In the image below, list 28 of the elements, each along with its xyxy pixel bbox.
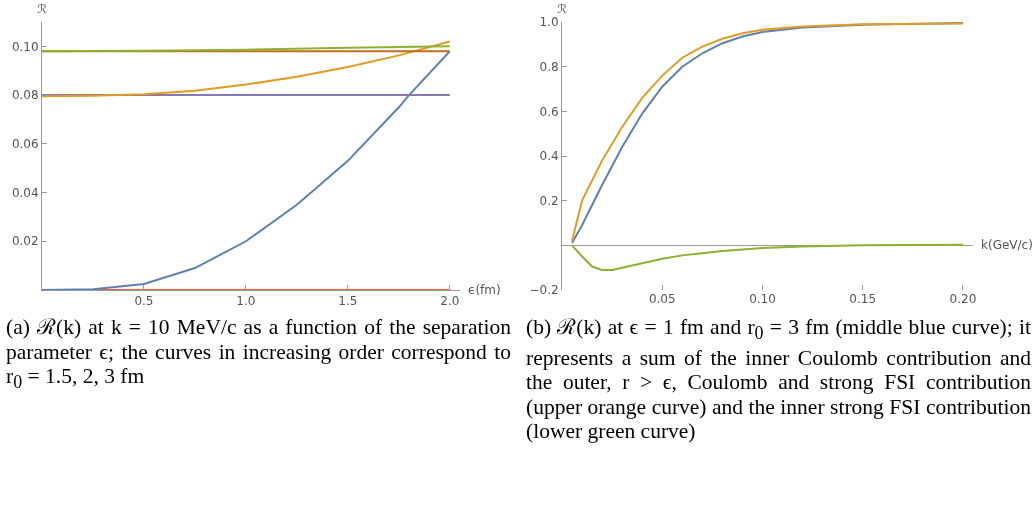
x-tick-label: 1.0 <box>236 294 256 309</box>
y-tick-label: 0.6 <box>539 104 559 119</box>
x-tick-label: 2.0 <box>440 294 460 309</box>
x-tick-label: 0.10 <box>749 292 776 306</box>
x-tick-label: 0.20 <box>949 292 977 306</box>
x-axis-title: ϵ(fm) <box>468 283 501 297</box>
line-series <box>571 243 964 271</box>
line-series <box>42 40 451 98</box>
text: (b) ℛ(k) at ϵ = 1 fm and r$_{0}$ = 3 fm (middle blue curve); it represents a sum of the inner Coulomb contribution and the outer, r > ϵ, Coulomb and strong FSI contribution (upper orange curve) and the inner strong FSI contribution (lower green curve) <box>526 315 1031 444</box>
y-tick-label: 0.4 <box>539 149 559 164</box>
y-tick-label: 0.8 <box>539 59 559 74</box>
y-tick-label: 0.06 <box>11 137 39 152</box>
y-axis-title: ℛ <box>557 2 567 16</box>
x-tick-label: 0.05 <box>648 292 676 306</box>
y-tick-label: 0.08 <box>11 88 39 103</box>
y-tick-label: −0.2 <box>529 283 559 298</box>
y-tick-label: 1.0 <box>539 15 559 30</box>
text: (a) ℛ(k) at k = 10 MeV/c as a function of the separation parameter ϵ; the curves in increasing order correspond to r$_{0}$ = 1.5, 2, 3 fm <box>6 315 511 395</box>
y-tick-label: 0.04 <box>11 185 39 200</box>
y-tick-label: 0.2 <box>539 193 559 208</box>
x-axis-title: k(GeV/c) <box>981 238 1033 252</box>
y-tick-label: 0.10 <box>11 39 39 54</box>
y-tick-label: 0.02 <box>11 234 39 249</box>
y-axis-title: ℛ <box>37 2 47 16</box>
x-tick-label: 0.5 <box>134 294 154 309</box>
x-tick-label: 1.5 <box>338 294 358 309</box>
x-tick-label: 0.15 <box>849 292 877 306</box>
line-series <box>42 50 451 290</box>
